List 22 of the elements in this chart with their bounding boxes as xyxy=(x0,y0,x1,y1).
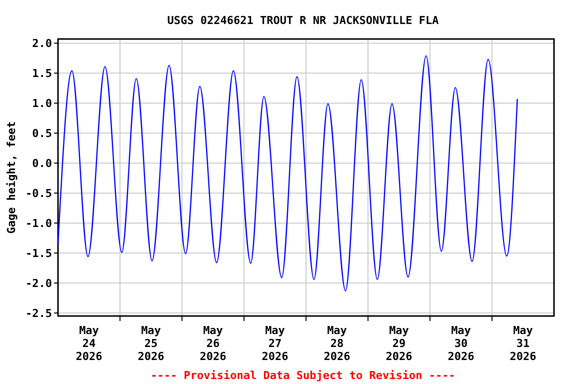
x-tick-label: May 27 2026 xyxy=(262,324,289,363)
x-tick-label: May 29 2026 xyxy=(386,324,413,363)
y-tick-label: 1.0 xyxy=(32,97,52,110)
x-tick-label: May 24 2026 xyxy=(76,324,103,363)
y-tick-label: -2.5 xyxy=(26,306,52,320)
y-tick-label: -1.5 xyxy=(26,246,52,260)
y-axis-title: Gage height, feet xyxy=(5,121,18,234)
x-tick-label: May 28 2026 xyxy=(324,324,351,363)
chart-title: USGS 02246621 TROUT R NR JACKSONVILLE FLA xyxy=(167,14,440,27)
x-tick-label: May 26 2026 xyxy=(200,324,227,363)
x-tick-label: May 25 2026 xyxy=(138,324,165,363)
y-tick-label: 0.5 xyxy=(32,126,52,140)
y-tick-label: -0.5 xyxy=(26,186,52,200)
y-tick-label: -2.0 xyxy=(26,276,52,290)
text: ---- Provisional Data Subject to Revision ---- xyxy=(150,369,456,382)
x-tick-label: May 30 2026 xyxy=(448,324,475,363)
y-tick-label: 0.0 xyxy=(32,156,52,170)
y-tick-label: -1.0 xyxy=(26,216,52,230)
x-tick-label: May 31 2026 xyxy=(510,324,537,363)
y-tick-label: 2.0 xyxy=(32,37,52,50)
y-tick-label: 1.5 xyxy=(32,67,52,80)
line-series xyxy=(57,55,518,292)
